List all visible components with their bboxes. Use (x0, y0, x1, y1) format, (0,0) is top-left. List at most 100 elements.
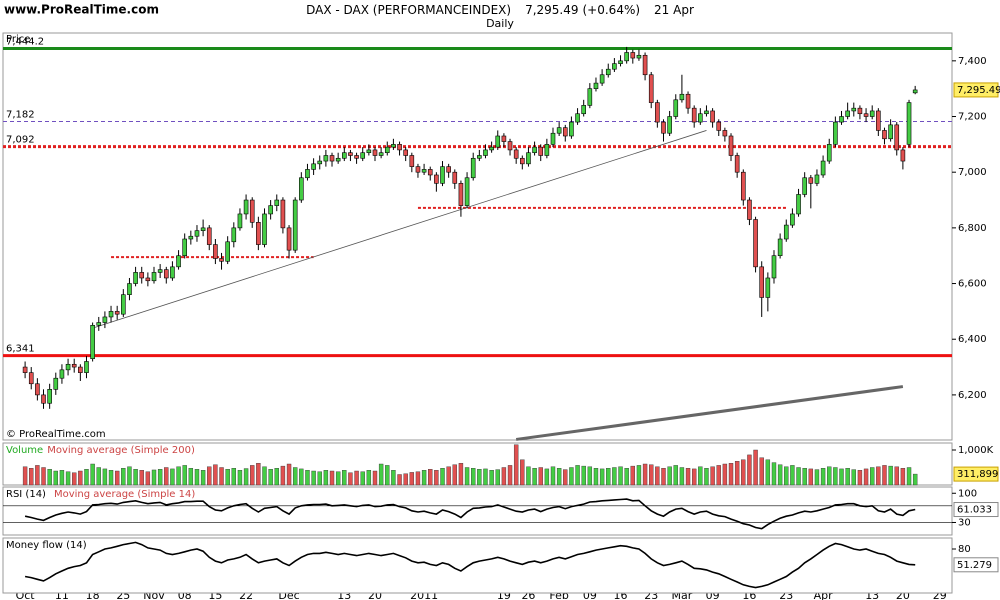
candle-body (114, 311, 120, 315)
volume-bar (317, 471, 322, 486)
candle-body (685, 93, 691, 109)
candle-body (839, 116, 844, 123)
indicator-line (24, 541, 916, 589)
candle-body (249, 199, 255, 223)
x-tick-label: 11 (55, 589, 69, 600)
volume-bar (170, 468, 175, 486)
candle-body (783, 224, 789, 240)
volume-bar (329, 470, 335, 486)
candle-body (464, 177, 470, 206)
period: Daily (486, 17, 514, 30)
candle-body (329, 155, 335, 162)
volume-bar (421, 470, 427, 486)
candle-body (900, 149, 906, 162)
volume-bar (434, 470, 439, 486)
candle-body (121, 294, 126, 315)
candle-body (575, 113, 580, 123)
volume-bar (563, 469, 568, 486)
candle-body (378, 152, 384, 156)
y-tick-label: 6,200 (958, 390, 987, 401)
candle-body (127, 283, 132, 295)
volume-bar (912, 473, 918, 486)
candle-body (906, 102, 912, 145)
candle-body (157, 269, 163, 273)
candle-body (857, 107, 863, 115)
candle-body (550, 132, 556, 145)
candle-body (274, 199, 280, 206)
candle-body (771, 255, 777, 279)
candle-body (317, 160, 323, 165)
candle-body (53, 377, 59, 390)
y-tick-label: 7,400 (958, 56, 987, 67)
volume-bar (587, 466, 593, 486)
volume-bar (22, 466, 28, 486)
candle-body (863, 113, 869, 117)
candle-body (642, 54, 648, 76)
current-price-box (953, 82, 999, 98)
y-tick-label: 6,400 (958, 334, 987, 345)
candle-body (704, 110, 709, 115)
volume-bar (655, 466, 660, 486)
level-label: 7,182 (6, 110, 35, 121)
volume-bar (78, 470, 83, 486)
candle-body (194, 230, 200, 237)
candle-body (280, 199, 286, 229)
volume-bar (464, 467, 470, 486)
volume-bar (409, 472, 415, 486)
candle-body (182, 238, 187, 257)
volume-bar (452, 464, 457, 486)
volume-bar (354, 470, 359, 486)
volume-bar (305, 470, 310, 486)
candle-body (605, 68, 611, 76)
x-tick-label: Dec (278, 589, 299, 600)
candle-body (845, 110, 850, 117)
candle-body (452, 171, 458, 184)
volume-label: Volume (6, 445, 43, 456)
volume-bar (200, 470, 206, 486)
candle-body (912, 89, 918, 94)
volume-bar (759, 457, 764, 486)
volume-bar (403, 473, 408, 486)
volume-bar (888, 465, 893, 486)
copyright: © ProRealTime.com (6, 429, 106, 440)
candle-body (753, 219, 758, 268)
candle-body (299, 177, 304, 201)
candle-body (679, 93, 685, 101)
y-tick-label: 7,000 (958, 167, 987, 178)
candle-body (691, 107, 697, 123)
candle-body (65, 363, 71, 371)
volume-bar (544, 468, 550, 486)
candle-body (384, 146, 390, 154)
volume-bar (335, 471, 341, 486)
volume-bar (667, 466, 672, 486)
candle-body (28, 372, 34, 385)
indicator-line (24, 498, 916, 530)
x-tick-label: 19 (497, 589, 511, 600)
x-tick-label: 20 (896, 589, 910, 600)
volume-bar (47, 469, 52, 486)
candle-body (802, 177, 807, 195)
candle-body (820, 160, 826, 176)
volume-bar (876, 466, 881, 486)
candle-body (22, 366, 28, 373)
volume-bar (673, 465, 678, 486)
volume-bar (182, 465, 187, 486)
candle-body (366, 149, 372, 154)
volume-bar (606, 468, 611, 486)
candle-body (434, 174, 439, 184)
candle-body (630, 52, 636, 59)
candle-body (84, 361, 89, 373)
candle-body (231, 227, 237, 243)
candle-body (612, 63, 617, 70)
volume-bar (342, 470, 347, 486)
change: (+0.64%) (583, 3, 641, 17)
panel-title: Money flow (14) (6, 540, 87, 551)
candle-body (814, 174, 820, 184)
candle-body (790, 213, 795, 226)
candle-body (305, 169, 310, 179)
volume-bar (790, 465, 795, 486)
candle-body (716, 121, 722, 131)
candle-body (655, 102, 660, 123)
volume-bar (820, 468, 826, 486)
candle-body (256, 222, 261, 245)
